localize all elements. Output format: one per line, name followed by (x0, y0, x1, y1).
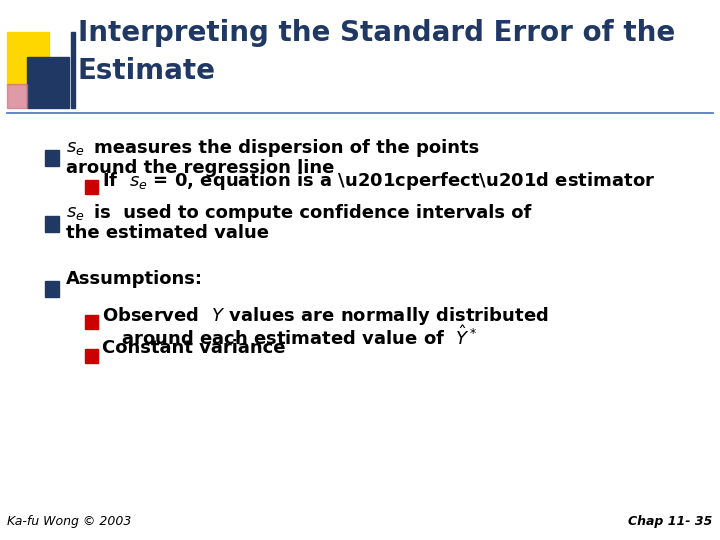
Bar (7, 32, 49, 84)
Text: Constant variance: Constant variance (102, 339, 286, 357)
Text: Interpreting the Standard Error of the: Interpreting the Standard Error of the (78, 19, 675, 47)
Bar (45, 216, 59, 232)
Bar (45, 150, 59, 166)
Text: is  used to compute confidence intervals of: is used to compute confidence intervals … (94, 204, 531, 222)
Text: $s_e$: $s_e$ (66, 204, 85, 222)
Text: Assumptions:: Assumptions: (66, 270, 203, 288)
Bar (71, 32, 75, 108)
Text: measures the dispersion of the points: measures the dispersion of the points (94, 139, 479, 157)
Text: If  $s_e$ = 0, equation is a \u201cperfect\u201d estimator: If $s_e$ = 0, equation is a \u201cperfec… (102, 170, 655, 192)
Text: $s_e$: $s_e$ (66, 139, 85, 157)
Text: the estimated value: the estimated value (66, 224, 269, 242)
Text: Observed  $Y$ values are normally distributed: Observed $Y$ values are normally distrib… (102, 305, 549, 327)
Bar (85, 315, 98, 329)
Text: Chap 11- 35: Chap 11- 35 (629, 515, 713, 528)
Bar (7, 84, 27, 108)
Text: around each estimated value of  $\hat{Y}^*$: around each estimated value of $\hat{Y}^… (121, 325, 477, 349)
Bar (45, 281, 59, 297)
Bar (85, 349, 98, 363)
Bar (85, 180, 98, 194)
Text: Ka-fu Wong © 2003: Ka-fu Wong © 2003 (7, 515, 132, 528)
Text: Estimate: Estimate (78, 57, 216, 85)
Bar (27, 57, 69, 108)
Text: around the regression line: around the regression line (66, 159, 335, 177)
